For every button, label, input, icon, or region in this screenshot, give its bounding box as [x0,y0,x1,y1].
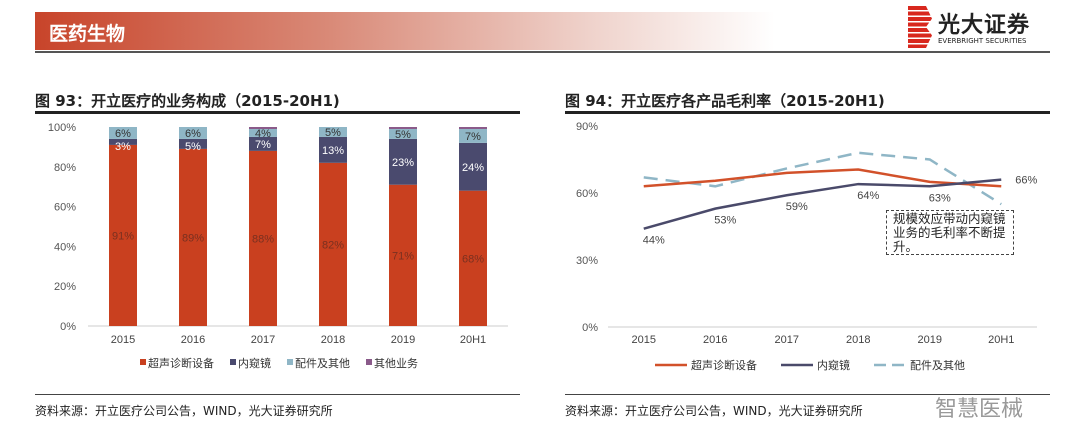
data-label: 68% [462,253,484,265]
data-label: 6% [115,128,131,140]
data-label: 59% [786,201,808,213]
data-label: 6% [185,128,201,140]
y-tick-label: 40% [54,241,76,253]
legend-swatch [366,359,372,365]
bar-segment [109,127,137,139]
y-tick-label: 60% [54,202,76,214]
x-tick-label: 2018 [846,334,870,346]
x-tick-label: 2015 [111,334,135,346]
data-label: 71% [392,250,414,262]
series-line [643,178,1002,230]
bar-segment [249,128,277,137]
x-tick-label: 2017 [251,334,275,346]
y-tick-label: 90% [576,121,598,133]
bar-segment [249,150,277,326]
legend-swatch [140,359,146,365]
x-tick-label: 2018 [321,334,345,346]
y-tick-label: 30% [576,255,598,267]
bar-segment [319,162,347,326]
data-label: 5% [325,127,341,139]
data-label: 91% [112,230,134,242]
chart1-title: 图 93：开立医疗的业务构成（2015-20H1) [35,92,340,110]
data-label: 3% [115,141,131,153]
bar-segment [389,127,417,129]
chart1-title-rule [35,111,520,114]
data-label: 66% [1015,175,1037,187]
chart2-title: 图 94：开立医疗各产品毛利率（2015-20H1) [565,92,885,110]
legend-label: 超声诊断设备 [148,356,214,370]
data-label: 82% [322,239,344,251]
bar-segment [179,138,207,149]
chart1-source: 资料来源：开立医疗公司公告，WIND，光大证券研究所 [35,404,333,418]
legend-label: 其他业务 [374,357,418,370]
bar-segment [459,127,487,129]
header-divider [35,51,1050,53]
legend-label: 配件及其他 [910,359,965,372]
bar-segment [179,148,207,326]
chart1-source-rule [35,394,520,395]
legend-label: 超声诊断设备 [691,358,757,372]
company-logo: 光大证券 EVERBRIGHT SECURITIES [908,6,1053,50]
y-tick-label: 80% [54,162,76,174]
data-label: 63% [929,192,951,204]
x-tick-label: 2019 [918,334,942,346]
bar-segment [249,127,277,129]
logo-en: EVERBRIGHT SECURITIES [938,37,1027,45]
watermark: 智慧医械 [935,397,1024,422]
legend-label: 内窥镜 [238,356,271,370]
data-label: 5% [395,129,411,141]
series-line [643,168,1002,188]
data-label: 24% [462,162,484,174]
data-label: 7% [255,139,271,151]
x-tick-label: 2019 [391,334,415,346]
y-tick-label: 60% [576,188,598,200]
bar-segment [389,138,417,185]
y-tick-label: 0% [582,322,598,334]
bar-segment [109,138,137,145]
bar-segment [109,144,137,326]
section-title: 医药生物 [49,23,126,45]
y-tick-label: 0% [60,321,76,333]
data-label: 88% [252,233,274,245]
bar-segment [249,136,277,151]
x-tick-label: 20H1 [460,334,486,346]
data-label: 89% [182,232,204,244]
data-label: 53% [714,215,736,227]
bar-segment [459,128,487,143]
bar-segment [319,127,347,137]
bar-segment [389,128,417,139]
legend-swatch [230,359,236,365]
data-label: 5% [185,141,201,153]
data-label: 23% [392,157,414,169]
data-label: 64% [857,190,879,202]
chart2-source-rule [565,394,1050,395]
bar-segment [459,190,487,326]
series-line [643,151,1002,206]
x-tick-label: 2017 [775,334,799,346]
legend-label: 内窥镜 [817,358,850,372]
data-label: 7% [465,131,481,143]
x-tick-label: 20H1 [988,334,1014,346]
data-label: 44% [643,235,665,247]
chart2-annotation: 规模效应带动内窥镜业务的毛利率不断提升。 [886,210,1014,255]
legend-swatch [287,359,293,365]
legend-label: 配件及其他 [295,357,350,370]
logo-cn: 光大证券 [938,13,1031,38]
section-header-band: 医药生物 [35,12,775,50]
x-tick-label: 2016 [181,334,205,346]
y-tick-label: 100% [48,122,76,134]
chart2-source: 资料来源：开立医疗公司公告，WIND，光大证券研究所 [565,404,863,418]
bar-segment [389,184,417,326]
bar-segment [319,136,347,163]
data-label: 13% [322,145,344,157]
x-tick-label: 2015 [632,334,656,346]
data-label: 4% [255,128,271,140]
chart2-title-rule [565,111,1050,114]
y-tick-label: 20% [54,281,76,293]
bar-segment [459,142,487,191]
bar-segment [179,127,207,139]
x-tick-label: 2016 [703,334,727,346]
